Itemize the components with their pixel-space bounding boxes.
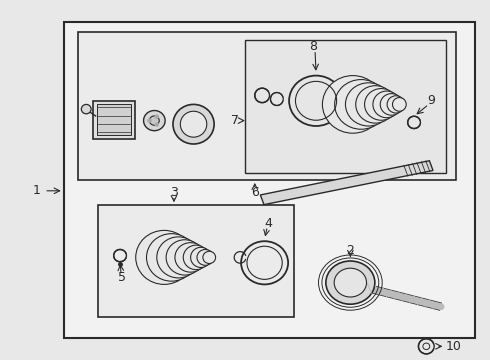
Ellipse shape <box>183 245 209 270</box>
Ellipse shape <box>147 119 151 122</box>
Ellipse shape <box>155 123 159 126</box>
Ellipse shape <box>387 96 405 113</box>
Ellipse shape <box>175 243 206 272</box>
Ellipse shape <box>197 249 214 265</box>
Ellipse shape <box>334 268 367 297</box>
Text: 1: 1 <box>33 184 41 197</box>
FancyBboxPatch shape <box>97 104 131 135</box>
Ellipse shape <box>180 111 207 137</box>
Ellipse shape <box>157 237 200 278</box>
Bar <box>78 32 456 180</box>
Ellipse shape <box>136 230 193 284</box>
Text: 2: 2 <box>346 244 354 257</box>
Ellipse shape <box>326 261 375 304</box>
Ellipse shape <box>166 240 203 275</box>
Ellipse shape <box>144 111 165 131</box>
Ellipse shape <box>147 234 196 281</box>
Ellipse shape <box>345 83 392 126</box>
Text: 5: 5 <box>118 271 125 284</box>
Text: 4: 4 <box>265 217 272 230</box>
Bar <box>245 40 446 173</box>
Text: 6: 6 <box>251 186 259 199</box>
Text: 3: 3 <box>170 186 178 199</box>
Ellipse shape <box>203 251 216 264</box>
Ellipse shape <box>322 76 383 133</box>
Ellipse shape <box>392 98 406 111</box>
Ellipse shape <box>365 89 398 120</box>
Ellipse shape <box>380 94 403 115</box>
Text: 8: 8 <box>310 40 318 53</box>
Bar <box>98 205 294 317</box>
Bar <box>64 22 475 338</box>
FancyBboxPatch shape <box>93 101 135 139</box>
Ellipse shape <box>149 116 159 125</box>
Ellipse shape <box>335 80 388 129</box>
Text: 7: 7 <box>231 114 239 127</box>
Ellipse shape <box>356 86 395 123</box>
Text: 9: 9 <box>427 94 435 107</box>
Polygon shape <box>260 161 433 204</box>
Ellipse shape <box>155 115 159 118</box>
Ellipse shape <box>373 91 400 118</box>
Ellipse shape <box>173 104 214 144</box>
Ellipse shape <box>81 104 91 114</box>
Ellipse shape <box>191 247 211 267</box>
Text: 10: 10 <box>446 340 462 353</box>
